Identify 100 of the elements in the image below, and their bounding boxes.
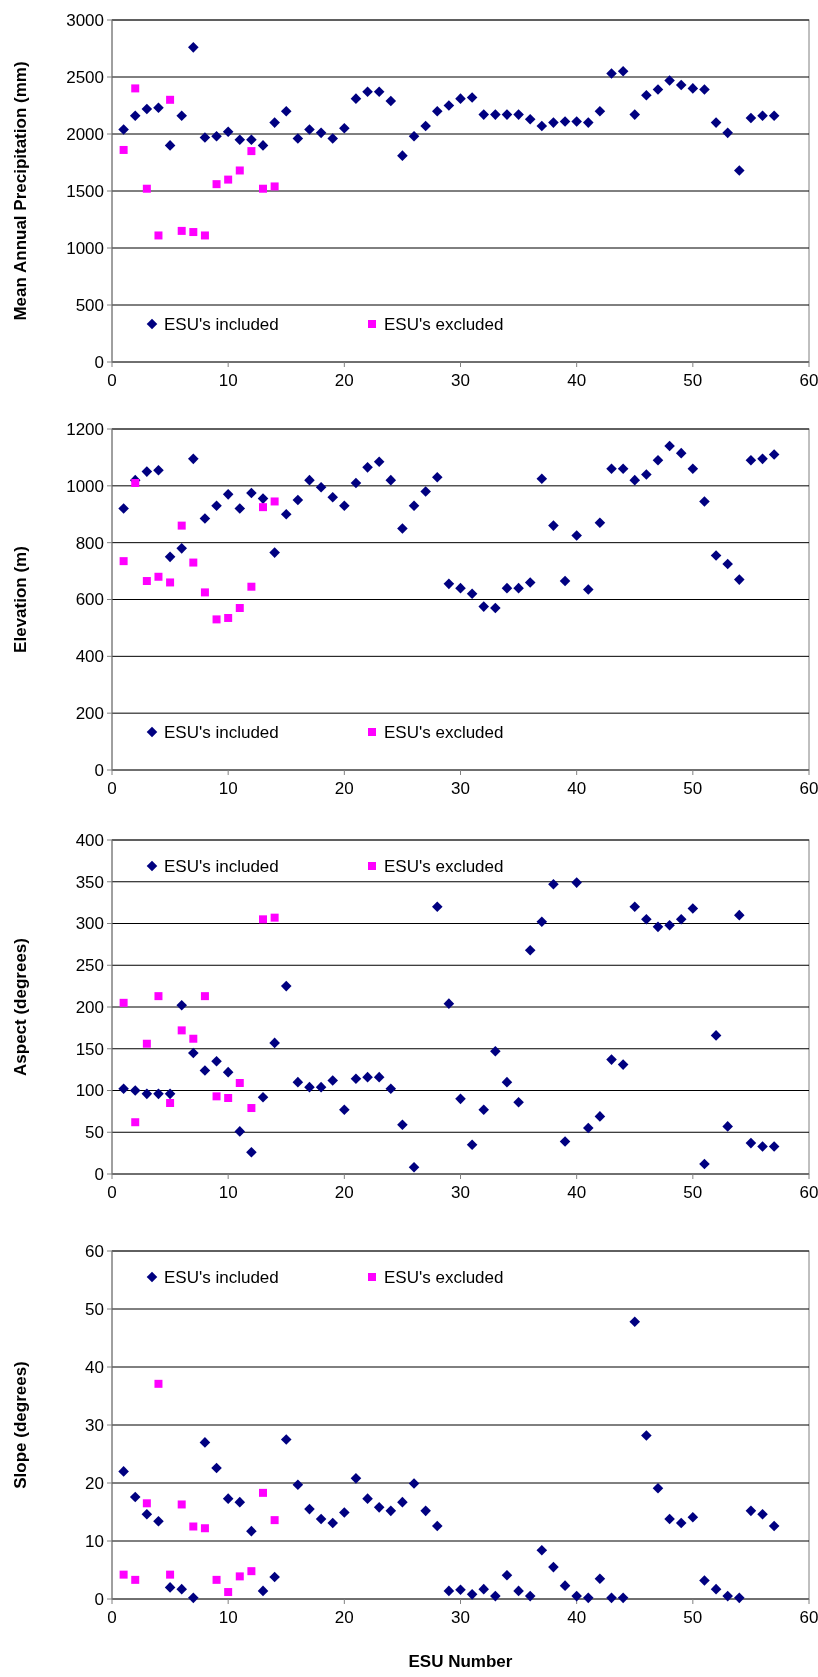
point xyxy=(745,112,757,124)
point xyxy=(259,915,268,924)
point xyxy=(280,508,292,520)
point xyxy=(176,110,187,122)
point xyxy=(189,228,198,237)
point xyxy=(768,1141,780,1152)
point xyxy=(189,1522,198,1531)
point xyxy=(373,456,385,467)
x-tick-label: 50 xyxy=(683,779,703,798)
point xyxy=(397,150,408,161)
point xyxy=(594,105,606,117)
point xyxy=(455,1584,466,1596)
point xyxy=(339,1104,350,1115)
point xyxy=(350,477,362,489)
y-tick-label: 350 xyxy=(75,872,104,892)
point xyxy=(339,1507,350,1518)
point xyxy=(664,75,675,86)
point xyxy=(315,127,327,139)
point xyxy=(362,86,373,98)
point xyxy=(408,130,420,142)
point xyxy=(142,1039,151,1048)
point xyxy=(304,124,315,135)
point xyxy=(699,496,710,507)
point xyxy=(559,575,571,587)
x-axis-title: ESU Number xyxy=(408,1652,513,1671)
y-tick-label: 60 xyxy=(85,1241,104,1261)
x-tick-label: 30 xyxy=(451,1183,470,1202)
point xyxy=(118,503,129,514)
y-tick-label: 1000 xyxy=(66,238,104,258)
x-tick-label: 0 xyxy=(107,1608,117,1627)
point xyxy=(675,914,687,925)
point xyxy=(119,557,128,566)
point xyxy=(222,489,234,500)
point xyxy=(131,1575,140,1584)
point xyxy=(234,503,246,514)
point xyxy=(142,184,151,193)
point xyxy=(246,1147,257,1158)
point xyxy=(339,500,350,512)
point xyxy=(234,1126,246,1137)
point xyxy=(397,1119,408,1131)
point xyxy=(292,1076,304,1088)
y-tick-label: 2000 xyxy=(66,124,104,144)
point xyxy=(617,1592,629,1604)
x-tick-label: 30 xyxy=(451,1608,470,1627)
point xyxy=(247,582,256,591)
point xyxy=(270,182,279,191)
point xyxy=(280,1434,292,1445)
point xyxy=(513,1096,524,1108)
point xyxy=(501,1076,513,1088)
y-tick-label: 300 xyxy=(75,914,104,934)
point xyxy=(501,1569,513,1581)
x-tick-label: 20 xyxy=(334,371,354,390)
point xyxy=(259,184,268,193)
point xyxy=(177,521,186,530)
point xyxy=(118,124,129,135)
y-axis-title: Mean Annual Precipitation (mm) xyxy=(11,61,30,321)
y-axis-title: Elevation (m) xyxy=(11,546,30,653)
point xyxy=(177,1500,186,1509)
y-tick-label: 500 xyxy=(75,295,104,315)
legend-label: ESU's included xyxy=(164,722,279,742)
point xyxy=(327,133,339,144)
point xyxy=(350,1073,362,1085)
x-tick-label: 10 xyxy=(218,779,238,798)
point xyxy=(757,1141,768,1152)
y-tick-label: 50 xyxy=(85,1299,104,1319)
point xyxy=(176,543,187,554)
y-tick-label: 600 xyxy=(75,590,104,610)
point xyxy=(129,1491,141,1503)
point xyxy=(188,42,199,53)
point xyxy=(164,1088,176,1100)
point xyxy=(408,1162,420,1173)
point xyxy=(490,1590,501,1602)
y-tick-label: 800 xyxy=(75,533,104,553)
y-tick-label: 0 xyxy=(94,1164,104,1184)
y-axis-title: Slope (degrees) xyxy=(11,1361,30,1489)
point xyxy=(200,588,209,597)
legend-label: ESU's included xyxy=(164,856,279,876)
point xyxy=(513,109,524,120)
point xyxy=(734,1592,745,1604)
point xyxy=(292,1479,304,1491)
point xyxy=(420,486,431,497)
point xyxy=(222,126,234,138)
point xyxy=(699,84,710,95)
point xyxy=(641,1430,652,1441)
x-tick-label: 40 xyxy=(567,779,587,798)
legend-label: ESU's excluded xyxy=(384,722,504,742)
point xyxy=(235,1078,244,1087)
point xyxy=(478,1583,490,1595)
point xyxy=(189,558,198,567)
point xyxy=(373,86,385,98)
point xyxy=(629,1316,641,1328)
point xyxy=(142,1499,151,1508)
point xyxy=(246,1525,257,1537)
point xyxy=(119,1570,128,1579)
point xyxy=(664,919,675,931)
point xyxy=(362,462,373,473)
point xyxy=(247,1104,256,1113)
point xyxy=(652,921,664,933)
point xyxy=(153,464,164,476)
y-tick-label: 20 xyxy=(85,1473,104,1493)
